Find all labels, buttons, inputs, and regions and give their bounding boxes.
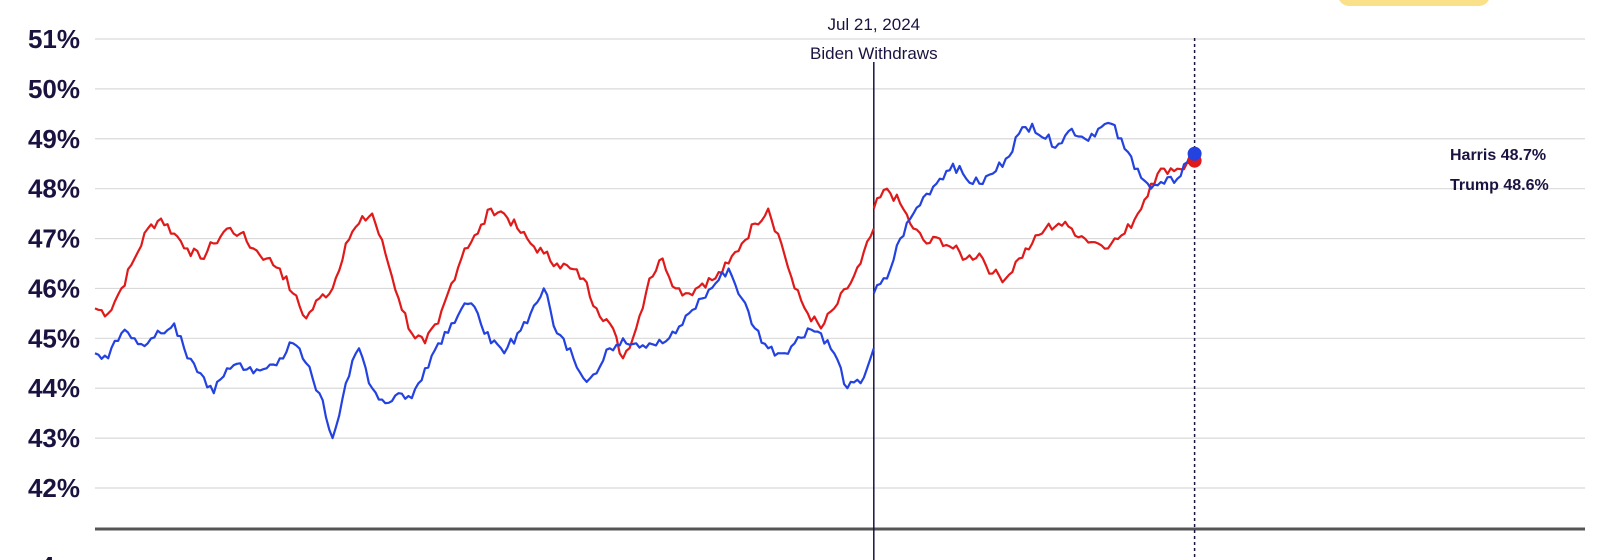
trump-series-line (94, 207, 875, 360)
y-tick-label: 46% (28, 273, 80, 303)
y-tick-label: 42% (28, 473, 80, 503)
legend-badge[interactable] (1338, 0, 1490, 6)
partial-axis-label: 4 (40, 551, 55, 560)
y-tick-label: 49% (28, 124, 80, 154)
event-date-label: Jul 21, 2024 (827, 15, 920, 34)
y-tick-label: 48% (28, 174, 80, 204)
harris-end-label: Harris 48.7% (1450, 147, 1546, 164)
event-description-label: Biden Withdraws (810, 44, 938, 63)
trump-series-line (872, 161, 1192, 284)
y-tick-label: 51% (28, 24, 80, 54)
y-tick-label: 44% (28, 373, 80, 403)
y-tick-label: 47% (28, 224, 80, 254)
harris-series-line (94, 267, 875, 440)
y-tick-label: 45% (28, 323, 80, 353)
trump-end-label: Trump 48.6% (1450, 177, 1549, 194)
y-tick-label: 43% (28, 423, 80, 453)
gridlines (95, 38, 1585, 489)
harris-series-line (872, 121, 1192, 294)
series-lines (94, 121, 1192, 440)
y-tick-label: 50% (28, 74, 80, 104)
y-axis-ticks: 51% 50% 49% 48% 47% 46% 45% 44% 43% 42% (28, 24, 80, 503)
harris-end-dot (1187, 146, 1202, 161)
